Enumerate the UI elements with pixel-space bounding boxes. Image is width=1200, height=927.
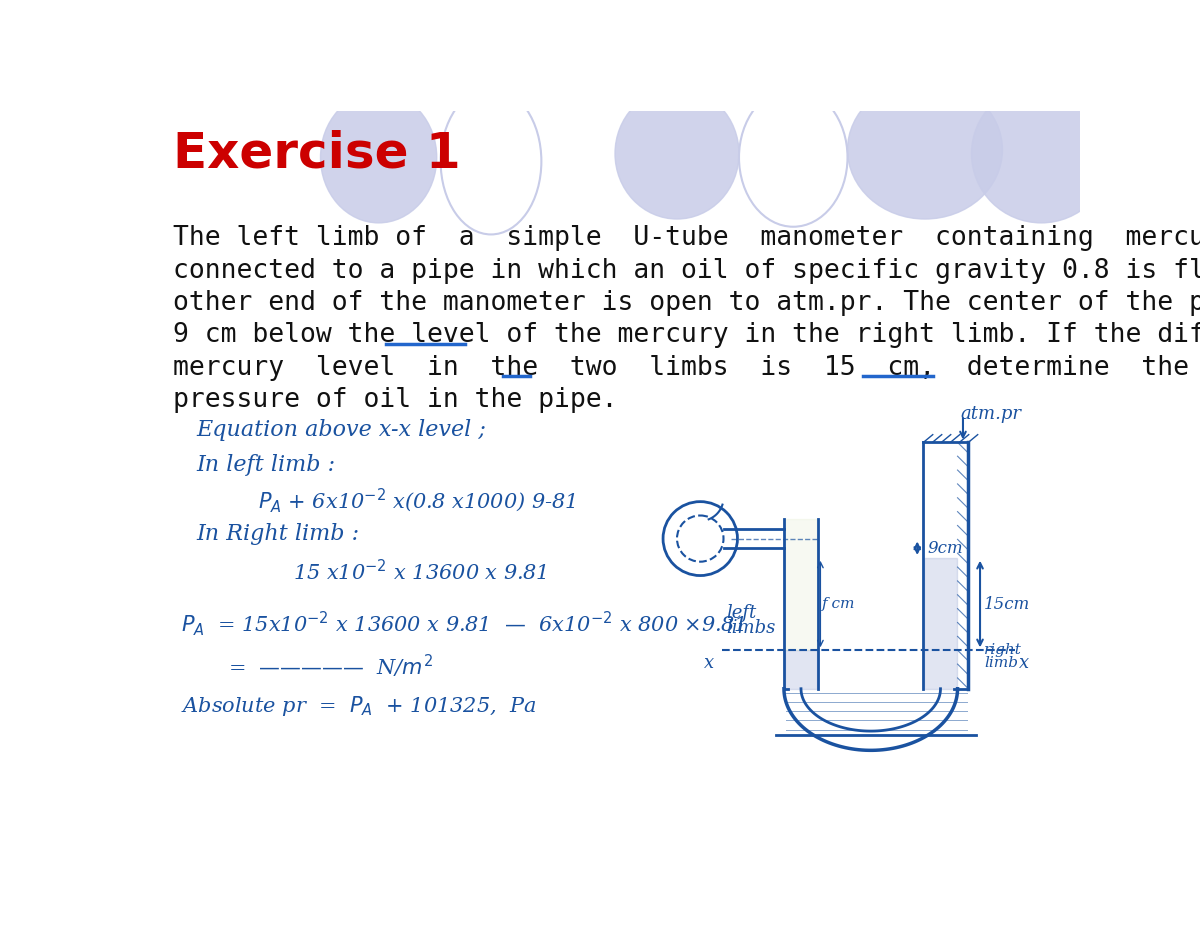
Text: mercury  level  in  the  two  limbs  is  15  cm,  determine  the  absolute: mercury level in the two limbs is 15 cm,… — [173, 354, 1200, 381]
Text: 9cm: 9cm — [928, 540, 962, 557]
Text: =  —————  N/$m^2$: = ————— N/$m^2$ — [228, 653, 432, 679]
Text: $P_A$  = 15x10$^{-2}$ x 13600 x 9.81  —  6x10$^{-2}$ x 800 ×9.81: $P_A$ = 15x10$^{-2}$ x 13600 x 9.81 — 6x… — [181, 609, 745, 638]
Text: x: x — [704, 654, 714, 672]
Text: pressure of oil in the pipe.: pressure of oil in the pipe. — [173, 387, 618, 413]
Ellipse shape — [847, 81, 1002, 219]
Text: Exercise 1: Exercise 1 — [173, 130, 461, 178]
Text: connected to a pipe in which an oil of specific gravity 0.8 is flowing. The: connected to a pipe in which an oil of s… — [173, 258, 1200, 284]
Text: 15cm: 15cm — [984, 595, 1030, 613]
Text: Equation above x-x level ;: Equation above x-x level ; — [197, 419, 486, 441]
Text: limb: limb — [984, 656, 1018, 670]
Text: f cm: f cm — [822, 597, 856, 611]
Text: The left limb of  a  simple  U-tube  manometer  containing  mercury  is: The left limb of a simple U-tube manomet… — [173, 225, 1200, 251]
Ellipse shape — [972, 84, 1111, 222]
Text: atm.pr: atm.pr — [961, 405, 1021, 423]
Text: In Right limb :: In Right limb : — [197, 523, 360, 545]
Text: In left limb :: In left limb : — [197, 454, 336, 476]
Text: right: right — [984, 642, 1021, 656]
Text: left: left — [726, 604, 756, 622]
Ellipse shape — [320, 92, 437, 222]
Text: Absolute pr  =  $P_A$  + 101325,  Pa: Absolute pr = $P_A$ + 101325, Pa — [181, 694, 536, 718]
Text: x: x — [1019, 654, 1028, 672]
Ellipse shape — [616, 88, 739, 219]
Text: 15 x10$^{-2}$ x 13600 x 9.81: 15 x10$^{-2}$ x 13600 x 9.81 — [293, 559, 547, 585]
Text: 9 cm below the level of the mercury in the right limb. If the difference of: 9 cm below the level of the mercury in t… — [173, 323, 1200, 349]
Text: $P_A$ + 6x10$^{-2}$ x(0.8 x1000) 9-81: $P_A$ + 6x10$^{-2}$ x(0.8 x1000) 9-81 — [258, 487, 576, 514]
Text: other end of the manometer is open to atm.pr. The center of the pipe is: other end of the manometer is open to at… — [173, 290, 1200, 316]
Ellipse shape — [739, 88, 847, 227]
Ellipse shape — [440, 88, 541, 235]
Text: limbs: limbs — [726, 619, 775, 638]
